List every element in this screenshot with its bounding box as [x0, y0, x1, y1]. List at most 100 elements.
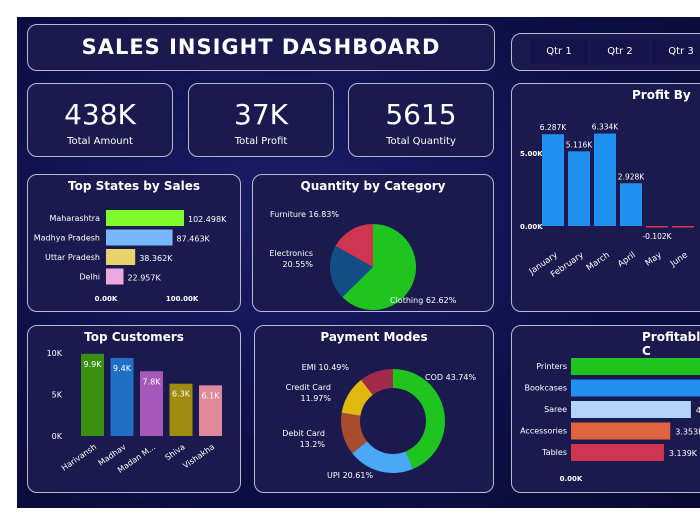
bar [199, 385, 222, 436]
data-label: EMI 10.49% [302, 363, 350, 372]
category-label: Maharashtra [49, 214, 100, 223]
chart-title: Top Customers [84, 330, 184, 344]
slice-upi [352, 441, 413, 473]
data-label: 3.353K [675, 428, 700, 437]
bar [81, 353, 104, 436]
data-label: 4 [696, 406, 700, 415]
data-label: 7.8K [143, 377, 162, 386]
panel-payment-modes: Payment Modes COD 43.74% UPI 20.61% Debit … [254, 325, 494, 493]
bar [571, 379, 700, 397]
axis-label: Harivansh [60, 442, 98, 473]
category-label: Tables [541, 448, 567, 457]
quantity-category-chart: Clothing 62.62% Electronics 20.55% Furnitur… [269, 210, 457, 310]
profitable-category-chart: Printers Bookcases Saree 4 Accessories 3.353K… [520, 358, 700, 483]
category-label: Bookcases [525, 384, 567, 393]
profit-by-month-chart: 0.00K5.00K6.287KJanuary5.116KFebruary6.3… [520, 123, 694, 280]
tick-label: 0.00K [95, 295, 118, 303]
slicer-qtr-3[interactable]: Qtr 3 [652, 40, 700, 64]
category-label: Madhya Pradesh [34, 234, 100, 243]
data-label: Furniture 16.83% [270, 210, 339, 219]
tick-label: 0K [52, 432, 63, 441]
dashboard: SALES INSIGHT DASHBOARD Qtr 1 Qtr 2 Qtr … [17, 17, 700, 508]
slice-credit-card [341, 379, 373, 416]
chart-title: Profitable C [642, 330, 700, 358]
data-label: 9.9K [84, 360, 103, 369]
chart-title: Profit By [632, 88, 691, 102]
slice-furniture [335, 224, 373, 267]
slice-cod [393, 369, 446, 470]
data-label: 87.463K [177, 235, 211, 244]
panel-profitable-category: Profitable C Printers Bookcases Saree 4 Acce… [511, 325, 700, 493]
category-label: Accessories [520, 427, 567, 436]
axis-label: June [668, 250, 690, 269]
data-label: Debit Card [282, 429, 325, 438]
slice-clothing [342, 224, 416, 310]
tick-label: 10K [47, 349, 63, 358]
bar [106, 249, 136, 265]
data-label: Clothing 62.62% [390, 296, 457, 305]
bar [140, 371, 163, 436]
slicer-qtr-1[interactable]: Qtr 1 [530, 40, 588, 64]
kpi-value: 37K [234, 98, 288, 131]
tick-label: 100.00K [166, 295, 199, 303]
kpi-total-amount: 438K Total Amount [27, 83, 173, 157]
category-label: Saree [544, 405, 567, 414]
tick-label: 5K [52, 391, 63, 400]
data-label: 6.1K [202, 391, 221, 400]
data-label: -0.102K [642, 232, 672, 241]
slice-electronics [330, 245, 373, 298]
bar [106, 229, 173, 246]
category-label: Delhi [79, 273, 100, 282]
tick-label: 0.00K [520, 223, 543, 231]
axis-label: April [616, 250, 638, 269]
chart-title: Payment Modes [320, 330, 428, 344]
data-label: Electronics [269, 249, 313, 258]
data-label: 22.957K [127, 274, 161, 283]
bar [106, 268, 124, 285]
axis-label: March [585, 250, 612, 273]
category-label: Uttar Pradesh [45, 253, 100, 262]
bar [568, 151, 590, 226]
tick-label: 5.00K [520, 150, 543, 158]
data-label: UPI 20.61% [327, 471, 373, 480]
data-label: 3.139K [669, 449, 698, 458]
slice-debit-card [341, 412, 368, 454]
top-states-chart: Maharashtra 102.498K Madhya Pradesh 87.463K… [34, 210, 227, 303]
kpi-label: Total Profit [234, 136, 288, 147]
quarter-slicer: Qtr 1 Qtr 2 Qtr 3 [511, 33, 700, 71]
panel-top-states: Top States by Sales Maharashtra 102.498K M… [27, 174, 241, 312]
data-label: 6.334K [592, 123, 619, 132]
bar [571, 422, 671, 440]
bar [646, 226, 668, 228]
axis-label: May [644, 250, 664, 268]
bar [106, 210, 184, 226]
bar [594, 133, 616, 226]
data-label: 9.4K [113, 364, 132, 373]
kpi-label: Total Quantity [386, 136, 456, 147]
panel-quantity-category: Quantity by Category Clothing 62.62% Elec… [252, 174, 494, 312]
data-label: 11.97% [300, 394, 331, 403]
bar [571, 444, 664, 461]
kpi-total-profit: 37K Total Profit [188, 83, 334, 157]
bar [571, 401, 691, 418]
kpi-value: 5615 [385, 98, 457, 131]
bar [542, 134, 564, 226]
panel-top-customers: Top Customers 0K 5K 10K 9.9K Harivansh 9.4K Ma… [27, 325, 241, 493]
bar [169, 383, 193, 436]
category-label: Printers [536, 362, 567, 371]
slice-emi [361, 369, 393, 395]
bar [672, 226, 694, 228]
data-label: 13.2% [300, 440, 326, 449]
top-customers-chart: 0K5K10K9.9KHarivansh9.4KMadhav7.8KMadan … [47, 349, 222, 475]
tick-label: 0.00K [560, 475, 583, 483]
kpi-total-quantity: 5615 Total Quantity [348, 83, 494, 157]
slicer-qtr-2[interactable]: Qtr 2 [591, 40, 649, 64]
bar [571, 358, 700, 375]
data-label: 5.116K [566, 140, 593, 149]
axis-label: Shiva [163, 442, 186, 462]
data-label: 6.287K [540, 123, 567, 132]
data-label: 2.928K [618, 172, 645, 181]
chart-title: Top States by Sales [68, 179, 200, 193]
bar [110, 357, 134, 436]
chart-title: Quantity by Category [300, 179, 446, 193]
